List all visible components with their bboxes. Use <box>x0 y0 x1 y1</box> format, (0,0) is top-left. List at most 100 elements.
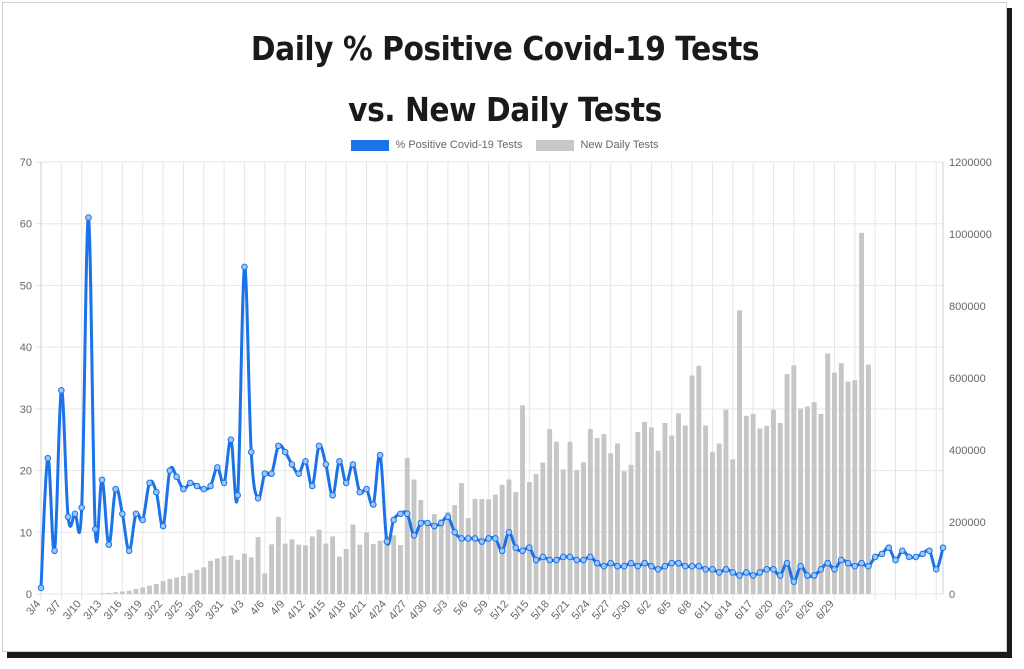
x-axis-tick-label: 3/13 <box>81 598 104 622</box>
line-point <box>173 473 180 481</box>
legend-swatch-blue <box>351 139 390 151</box>
bar <box>689 375 695 594</box>
line-point <box>193 482 201 490</box>
bar <box>838 363 844 594</box>
line-point <box>424 519 431 527</box>
x-axis-tick-label: 6/29 <box>814 598 837 622</box>
x-axis-tick-label: 5/27 <box>590 598 613 622</box>
bar <box>655 450 661 594</box>
line-point <box>715 569 723 576</box>
left-axis-tick-label: 70 <box>20 157 32 169</box>
line-point <box>241 263 248 271</box>
line-point <box>858 559 865 567</box>
line-point <box>899 547 906 555</box>
chart-title-line-2: vs. New Daily Tests <box>348 90 662 129</box>
x-axis-tick-label: 3/10 <box>61 598 84 622</box>
x-axis-tick-label: 3/19 <box>122 598 145 622</box>
line-point <box>559 553 567 561</box>
x-axis-tick-label: 4/15 <box>305 598 328 622</box>
line-point <box>315 442 323 450</box>
x-axis-tick-label: 6/14 <box>712 598 735 622</box>
line-point <box>722 566 730 573</box>
bar <box>486 499 492 594</box>
bar <box>364 532 369 594</box>
bar <box>228 555 234 594</box>
bar <box>499 484 505 594</box>
line-point <box>376 451 384 459</box>
left-axis: 0 10 20 30 40 50 60 70 <box>20 157 32 601</box>
bar <box>703 425 709 594</box>
line-point <box>736 572 743 579</box>
x-axis-tick-label: 4/24 <box>366 598 389 622</box>
line-point <box>132 510 140 518</box>
bar <box>818 414 824 594</box>
left-axis-tick-label: 60 <box>20 219 32 231</box>
bar <box>133 588 139 594</box>
line-point <box>831 566 838 573</box>
bar <box>520 405 525 594</box>
x-axis-tick-label: 5/6 <box>452 598 471 617</box>
bar <box>723 409 729 594</box>
x-axis-tick-label: 6/11 <box>692 598 714 621</box>
line-point <box>654 566 662 573</box>
line-point <box>939 544 947 552</box>
right-axis-tick-label: 400000 <box>949 445 986 457</box>
line-point <box>546 556 553 564</box>
x-axis-tick-label: 3/25 <box>163 598 186 622</box>
legend-item-daily-tests[interactable]: New Daily Tests <box>536 139 659 151</box>
line-point <box>105 541 113 548</box>
line-point <box>214 464 221 471</box>
bar <box>350 524 356 594</box>
bar <box>804 406 810 594</box>
bar <box>431 514 437 594</box>
x-axis-tick-label: 3/16 <box>102 598 125 622</box>
bar <box>418 500 424 594</box>
line-point <box>593 559 601 567</box>
bar <box>601 434 607 594</box>
legend-item-positive-rate[interactable]: % Positive Covid-19 Tests <box>351 139 522 151</box>
bar <box>398 545 403 594</box>
line-point <box>607 559 614 567</box>
bar <box>587 429 593 594</box>
line-point <box>51 547 58 555</box>
bar <box>126 590 132 594</box>
line-point <box>614 562 621 570</box>
line-point <box>302 458 309 465</box>
bar <box>764 425 770 594</box>
bar <box>303 545 308 594</box>
bar <box>730 459 736 594</box>
line-point <box>641 559 648 567</box>
bar <box>242 553 247 594</box>
bar <box>750 414 756 594</box>
legend-swatch-gray <box>536 139 575 151</box>
x-axis-tick-label: 5/18 <box>529 598 552 622</box>
line-point <box>573 556 581 564</box>
line-point <box>403 510 411 518</box>
x-axis-tick-label: 4/3 <box>228 598 247 617</box>
bar <box>784 374 790 594</box>
line-point <box>587 553 594 561</box>
bar <box>635 432 641 594</box>
bar <box>608 453 614 594</box>
line-point <box>146 479 153 487</box>
line-point <box>295 470 303 477</box>
chart-title-line-1: Daily % Positive Covid-19 Tests <box>250 29 760 68</box>
line-point <box>281 448 289 456</box>
line-point <box>871 553 879 561</box>
line-point <box>743 569 750 576</box>
line-point <box>648 562 655 570</box>
bar <box>323 543 329 594</box>
line-point <box>709 566 716 573</box>
x-axis: 3/4 3/73/103/133/163/193/223/253/283/31 4/… <box>24 598 837 622</box>
line-point <box>851 562 859 570</box>
bar <box>235 559 241 594</box>
line-point <box>776 572 784 579</box>
line-point <box>437 519 445 527</box>
line-point <box>912 553 920 561</box>
bar <box>574 470 580 594</box>
bar <box>757 428 763 594</box>
line-point <box>247 448 255 456</box>
bar <box>642 421 648 594</box>
line-point <box>729 569 737 576</box>
